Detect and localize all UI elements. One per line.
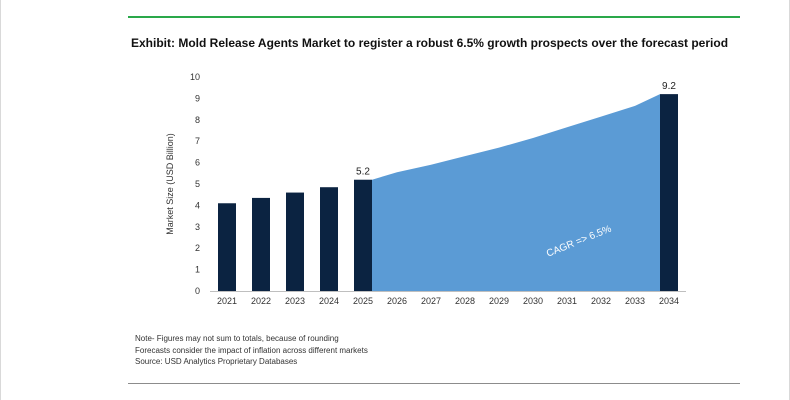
y-tick-label-2: 2: [195, 243, 200, 253]
x-tick-label-2029: 2029: [489, 296, 509, 306]
x-tick-label-2021: 2021: [217, 296, 237, 306]
frame-left-border: [0, 0, 1, 400]
y-tick-label-6: 6: [195, 158, 200, 168]
x-tick-label-2028: 2028: [455, 296, 475, 306]
x-tick-label-2033: 2033: [625, 296, 645, 306]
data-label-2034: 9.2: [662, 81, 676, 92]
chart-title: Exhibit: Mold Release Agents Market to r…: [131, 36, 729, 50]
x-tick-label-2025: 2025: [353, 296, 373, 306]
x-tick-label-2032: 2032: [591, 296, 611, 306]
x-tick-label-2022: 2022: [251, 296, 271, 306]
x-tick-label-2027: 2027: [421, 296, 441, 306]
note-rounding: Note- Figures may not sum to totals, bec…: [135, 334, 339, 343]
chart-notes: Note- Figures may not sum to totals, bec…: [135, 333, 368, 368]
bar-2025: [354, 179, 372, 291]
y-tick-label-10: 10: [190, 72, 200, 82]
y-tick-label-3: 3: [195, 222, 200, 232]
x-tick-label-2026: 2026: [387, 296, 407, 306]
bar-2034: [660, 94, 678, 292]
x-tick-label-2024: 2024: [319, 296, 339, 306]
bar-2024: [320, 187, 338, 291]
bottom-rule: [128, 383, 740, 384]
y-tick-label-4: 4: [195, 200, 200, 210]
forecast-area: [372, 94, 660, 292]
y-tick-label-0: 0: [195, 286, 200, 296]
bar-2023: [286, 192, 304, 291]
data-label-2025: 5.2: [356, 167, 370, 178]
y-tick-label-5: 5: [195, 179, 200, 189]
top-accent-rule: [128, 16, 740, 18]
y-tick-label-1: 1: [195, 265, 200, 275]
y-axis-label: Market Size (USD Billion): [165, 133, 175, 235]
bar-2021: [218, 203, 236, 291]
x-tick-label-2034: 2034: [659, 296, 679, 306]
x-tick-label-2031: 2031: [557, 296, 577, 306]
y-tick-label-9: 9: [195, 93, 200, 103]
note-source: Source: USD Analytics Proprietary Databa…: [135, 357, 298, 366]
y-tick-label-8: 8: [195, 115, 200, 125]
x-tick-label-2030: 2030: [523, 296, 543, 306]
note-inflation: Forecasts consider the impact of inflati…: [135, 345, 368, 355]
bar-2022: [252, 197, 270, 291]
x-tick-label-2023: 2023: [285, 296, 305, 306]
y-tick-label-7: 7: [195, 136, 200, 146]
